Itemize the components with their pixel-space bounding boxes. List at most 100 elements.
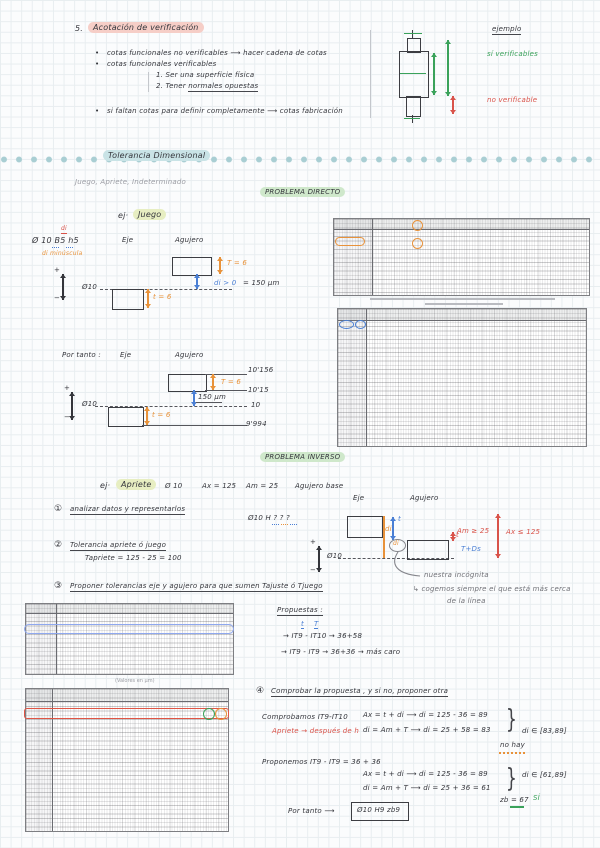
axis-phi-2: Ø10 bbox=[82, 400, 98, 408]
step-1-title: analizar datos y representarlos bbox=[70, 505, 186, 516]
step-3-number: ③ bbox=[54, 581, 63, 591]
equation-2: di = Am + T ⟶ di = 25 + 58 = 83 bbox=[363, 726, 491, 734]
T-label-2: T = 6 bbox=[221, 378, 242, 386]
step-4-number: ④ bbox=[256, 686, 265, 696]
orange-circle-annotation-2 bbox=[412, 238, 423, 249]
iso-deviations-table bbox=[337, 308, 587, 447]
Am-label: Am ≥ 25 bbox=[457, 527, 490, 535]
badge-problema-directo: PROBLEMA DIRECTO bbox=[260, 187, 346, 198]
axis-minus-3: − bbox=[310, 566, 317, 574]
blue-mark-B5 bbox=[52, 247, 59, 248]
interval-1: di ∈ [83,89] bbox=[522, 727, 567, 735]
note-de-la-linea: de la línea bbox=[447, 597, 486, 605]
blue-squiggle bbox=[272, 524, 279, 525]
bullet-dot: • bbox=[95, 60, 100, 68]
zero-line-2 bbox=[95, 406, 247, 407]
final-answer-box bbox=[351, 802, 409, 821]
col-t: t bbox=[301, 620, 304, 630]
subtitle-cases: Juego, Apriete, Indeterminado bbox=[75, 178, 187, 186]
page-title: Tolerancia Dimensional bbox=[103, 150, 211, 162]
blue-circle-annotation-2 bbox=[355, 320, 366, 329]
axis-plus-3: + bbox=[310, 538, 317, 546]
table-caption-illegible bbox=[370, 298, 555, 300]
table-left-column bbox=[334, 219, 373, 295]
green-dim-mid-width bbox=[400, 73, 426, 75]
si-label: SÍ bbox=[533, 794, 540, 802]
agujero-box-2 bbox=[168, 374, 207, 392]
step-2-title: Tolerancia apriete ó juego bbox=[70, 541, 167, 552]
red-row-annotation bbox=[24, 708, 229, 719]
orange-underline bbox=[499, 752, 525, 754]
case-prefix: ej· bbox=[118, 211, 129, 220]
part-bottom-stud bbox=[406, 96, 421, 117]
tolerance-values-table bbox=[25, 688, 229, 832]
label-agujero-3: Agujero bbox=[410, 494, 439, 502]
blue-circle-annotation-1 bbox=[339, 320, 354, 329]
eje-box-2 bbox=[108, 407, 144, 427]
blue-squiggle bbox=[290, 524, 297, 525]
axis-phi-3: Ø10 bbox=[327, 552, 343, 560]
axis-minus-2: − bbox=[64, 413, 71, 421]
di-value-label: = 150 μm bbox=[243, 279, 280, 287]
label-eje-1: Eje bbox=[122, 236, 134, 244]
section-number: 5. bbox=[75, 24, 84, 33]
label-eje-2: Eje bbox=[120, 351, 132, 359]
table-left-column bbox=[26, 689, 53, 831]
note-incognita: nuestra incógnita bbox=[424, 571, 489, 579]
part-body bbox=[399, 51, 429, 98]
propuestas-title: Propuestas : bbox=[277, 606, 323, 617]
brace-1: } bbox=[506, 705, 517, 735]
axis-arrow-3 bbox=[316, 546, 321, 572]
given-ax: Ax = 125 bbox=[202, 482, 237, 490]
t-label-2: t = 6 bbox=[152, 411, 171, 419]
final-answer: Ø10 H9 zb9 bbox=[357, 806, 401, 814]
orange-circle-annotation-3 bbox=[215, 708, 227, 720]
brace-2: } bbox=[506, 764, 517, 794]
axis-phi-1: Ø10 bbox=[82, 283, 98, 291]
green-dim-height bbox=[445, 40, 450, 96]
value-10: 10 bbox=[251, 401, 261, 409]
label-agujero-2: Agujero bbox=[175, 351, 204, 359]
table-header-band bbox=[334, 219, 589, 230]
subitem-1: 1. Ser una superficie física bbox=[156, 71, 255, 79]
red-note-apriete: Apriete → después de h bbox=[272, 727, 359, 735]
note-cogemos: ↳ cogemos siempre el que está más cerca bbox=[413, 585, 571, 593]
value-10156: 10'156 bbox=[248, 366, 274, 374]
zb-value: zb = 67 bbox=[500, 796, 529, 804]
iso-it-grades-table bbox=[333, 218, 590, 296]
blue-mark-h5 bbox=[66, 247, 73, 248]
notation-question: Ø10 H ? ? ? bbox=[248, 514, 290, 522]
step-2-number: ② bbox=[54, 540, 63, 550]
interval-2: di ∈ [61,89] bbox=[522, 771, 567, 779]
it-grades-table-2 bbox=[25, 603, 234, 675]
green-circle-annotation bbox=[203, 708, 215, 720]
di-positive-label: di > 0 bbox=[214, 279, 237, 287]
leader-curve bbox=[394, 551, 421, 577]
case-prefix-2: ej· bbox=[100, 481, 111, 490]
step-2-calc: Tapriete = 125 - 25 = 100 bbox=[85, 554, 182, 562]
subitem-2: 2. Tener normales opuestas bbox=[156, 82, 259, 92]
no-hay-label: no hay bbox=[500, 741, 526, 749]
di-circled-label: di bbox=[393, 540, 399, 547]
t-label-blue: t bbox=[398, 515, 401, 523]
limit-line-mid bbox=[205, 390, 247, 391]
table-header-band bbox=[26, 604, 233, 614]
label-agujero-1: Agujero bbox=[175, 236, 204, 244]
subitem-2-prefix: 2. Tener bbox=[156, 82, 189, 90]
label-di-minuscula: di minúscula bbox=[42, 250, 83, 257]
agujero-box-3 bbox=[407, 540, 449, 560]
badge-problema-inverso: PROBLEMA INVERSO bbox=[260, 452, 346, 463]
di-extension-line bbox=[383, 516, 385, 558]
step-1-number: ① bbox=[54, 504, 63, 514]
T-dim-1 bbox=[217, 257, 222, 274]
step-4-title: Comprobar la propuesta , y si no, propon… bbox=[271, 687, 449, 698]
limit-line-top bbox=[205, 374, 247, 375]
table-left-column bbox=[338, 309, 367, 446]
given-diameter: Ø 10 bbox=[165, 482, 183, 490]
limit-line-bottom bbox=[142, 425, 247, 426]
bullet-dot: • bbox=[95, 49, 100, 57]
label-di-red: di bbox=[61, 225, 67, 234]
axis-minus-1: − bbox=[54, 294, 61, 302]
subitem-2-underline: normales opuestas bbox=[188, 82, 259, 92]
agujero-box-1 bbox=[172, 257, 212, 276]
